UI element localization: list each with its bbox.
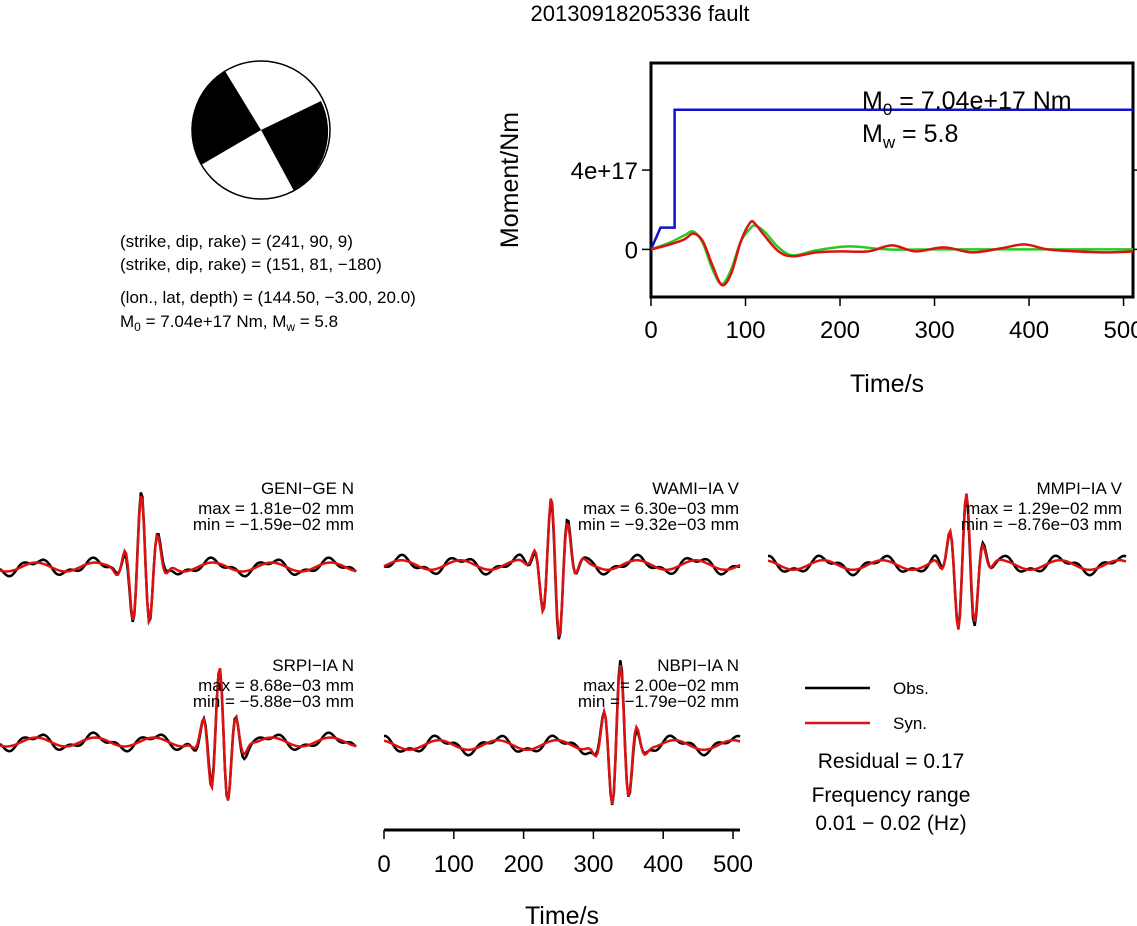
synthetic-trace xyxy=(383,498,741,637)
station-name: NBPI−IA N xyxy=(657,656,739,675)
waveform-x-tick-label: 300 xyxy=(573,851,613,878)
mechanism-location: (lon., lat, depth) = (144.50, −3.00, 20.… xyxy=(120,288,416,307)
station-max: max = 1.81e−02 mm xyxy=(198,499,354,518)
station-waveform xyxy=(767,493,1127,630)
beachball xyxy=(191,60,331,200)
moment-m0-label: M0 = 7.04e+17 Nm xyxy=(862,87,1072,119)
station-waveform xyxy=(383,660,741,806)
observed-trace xyxy=(0,669,357,801)
mechanism-plane1: (strike, dip, rake) = (241, 90, 9) xyxy=(120,232,353,251)
waveform-x-tick-label: 400 xyxy=(643,851,683,878)
station-waveform xyxy=(383,498,741,640)
station-min: min = −1.59e−02 mm xyxy=(193,515,354,534)
moment-rate-green-line xyxy=(650,224,1133,286)
frequency-range-label: Frequency range xyxy=(812,784,971,807)
station-min: min = −1.79e−02 mm xyxy=(578,692,739,711)
moment-x-tick-label: 100 xyxy=(725,317,765,344)
synthetic-trace xyxy=(0,495,357,626)
synthetic-trace xyxy=(767,493,1127,630)
station-max: max = 8.68e−03 mm xyxy=(198,676,354,695)
moment-mw-label: Mw = 5.8 xyxy=(862,120,958,152)
moment-rate-red-line xyxy=(650,219,1134,287)
legend-syn-label: Syn. xyxy=(893,714,927,733)
waveform-x-tick-label: 500 xyxy=(713,851,753,878)
moment-y-axis-label: Moment/Nm xyxy=(496,112,524,248)
moment-x-tick-label: 0 xyxy=(644,317,657,344)
station-max: max = 2.00e−02 mm xyxy=(583,676,739,695)
frequency-range-value: 0.01 − 0.02 (Hz) xyxy=(815,812,966,835)
waveform-x-tick-label: 100 xyxy=(434,851,474,878)
moment-x-tick-label: 200 xyxy=(820,317,860,344)
waveform-x-axis-label: Time/s xyxy=(525,902,599,926)
beachball-compressional-quadrant xyxy=(261,101,329,191)
figure-title: 20130918205336 fault xyxy=(531,1,750,26)
legend-obs-label: Obs. xyxy=(893,679,929,698)
moment-y-tick-label: 4e+17 xyxy=(571,158,638,185)
station-min: min = −9.32e−03 mm xyxy=(578,515,739,534)
moment-x-axis-label: Time/s xyxy=(850,370,924,398)
station-waveform xyxy=(0,667,357,801)
moment-x-tick-label: 300 xyxy=(915,317,955,344)
moment-panel-frame xyxy=(649,61,1135,299)
beachball-compressional-quadrant xyxy=(191,71,261,165)
moment-axes: 0 100 200 300 400 500 0 4e+17 xyxy=(571,158,1137,344)
synthetic-trace xyxy=(0,667,357,801)
waveform-x-tick-label: 200 xyxy=(504,851,544,878)
station-min: min = −8.76e−03 mm xyxy=(961,515,1122,534)
station-name: WAMI−IA V xyxy=(652,479,739,498)
moment-cumulative-line xyxy=(649,108,1133,250)
observed-trace xyxy=(0,492,357,626)
mechanism-plane2: (strike, dip, rake) = (151, 81, −180) xyxy=(120,255,382,274)
moment-series-group xyxy=(649,108,1134,287)
waveform-x-tick-label: 0 xyxy=(377,851,390,878)
waveform-time-axis: 0 100 200 300 400 500 xyxy=(377,828,753,878)
moment-y-tick-label: 0 xyxy=(625,237,638,264)
waveform-panels xyxy=(0,492,1127,806)
station-name: GENI−GE N xyxy=(261,479,354,498)
station-waveform xyxy=(0,492,357,626)
station-max: max = 6.30e−03 mm xyxy=(583,499,739,518)
residual-text: Residual = 0.17 xyxy=(818,750,965,773)
station-label-group: GENI−GE N max = 1.81e−02 mm min = −1.59e… xyxy=(193,479,1123,711)
station-min: min = −5.88e−03 mm xyxy=(193,692,354,711)
moment-x-tick-label: 400 xyxy=(1009,317,1049,344)
station-name: MMPI−IA V xyxy=(1037,479,1123,498)
legend: Obs. Syn. xyxy=(805,679,929,733)
mechanism-moment: M0 = 7.04e+17 Nm, Mw = 5.8 xyxy=(120,312,338,334)
synthetic-trace xyxy=(383,665,741,805)
moment-x-tick-label: 500 xyxy=(1104,317,1137,344)
station-max: max = 1.29e−02 mm xyxy=(966,499,1122,518)
station-name: SRPI−IA N xyxy=(272,656,354,675)
